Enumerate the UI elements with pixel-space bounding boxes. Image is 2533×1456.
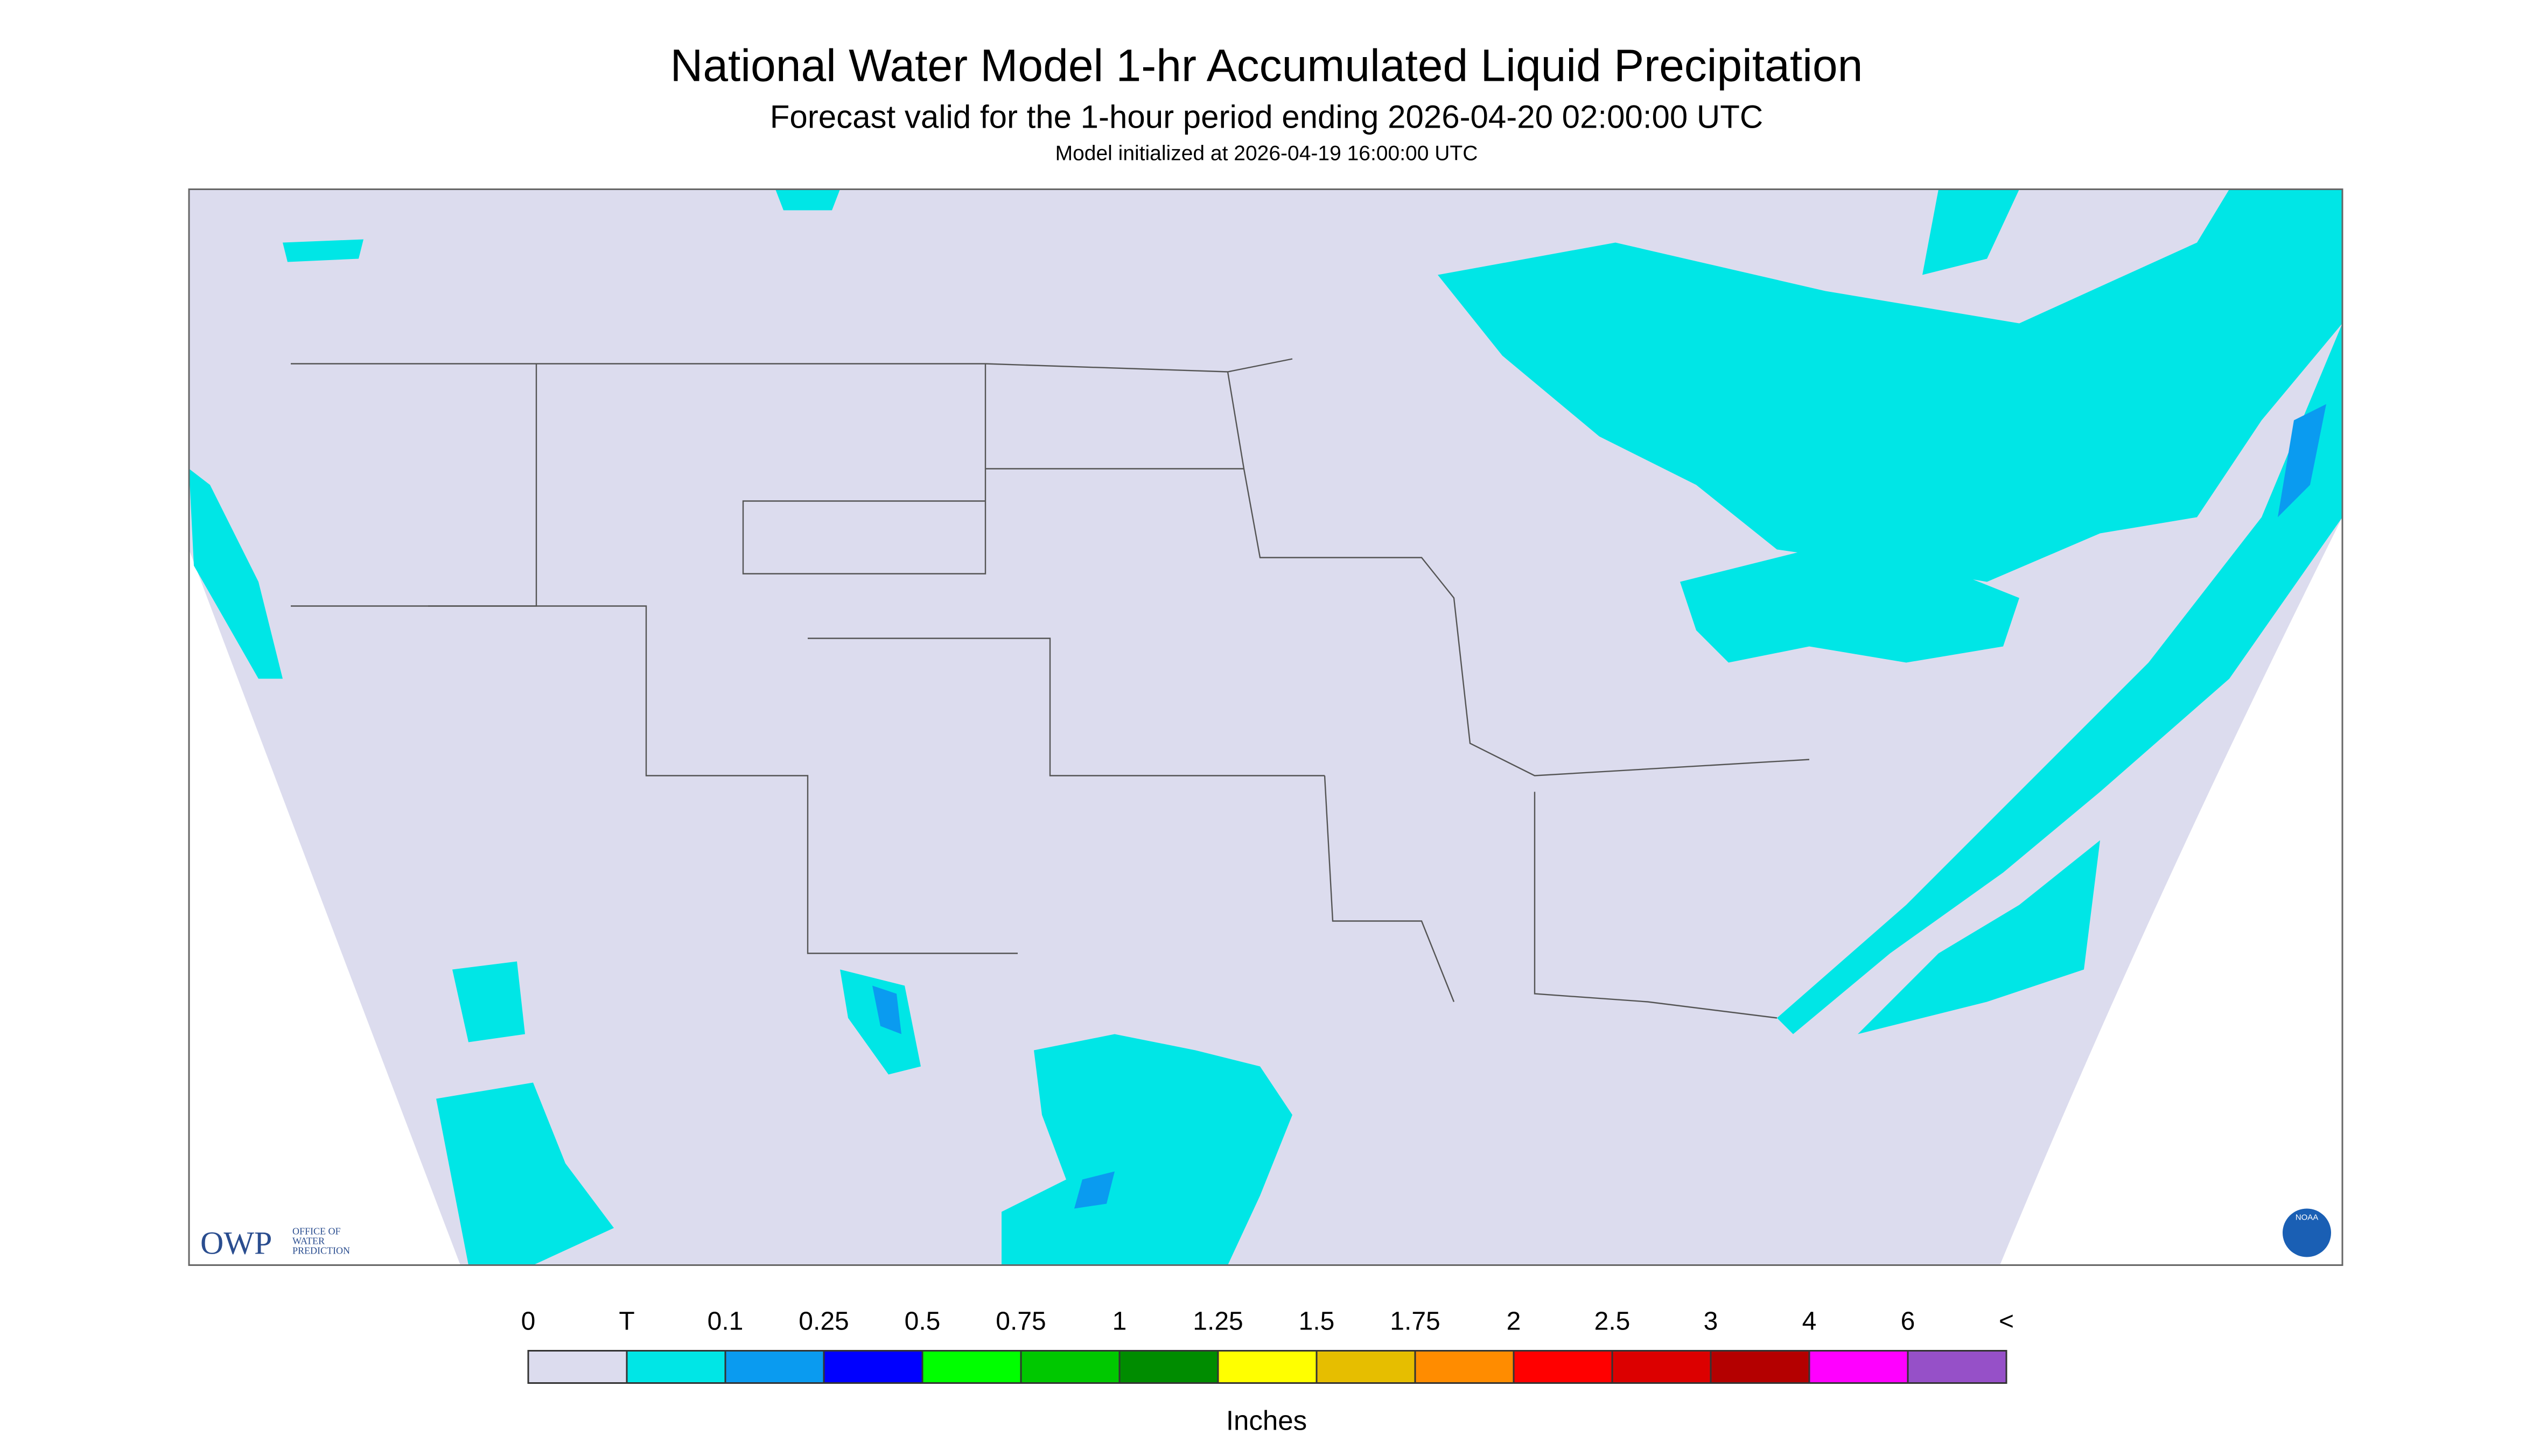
legend-label: 0.5 [905,1307,941,1336]
legend-swatch [1710,1350,1810,1384]
projection-edge [189,549,460,1265]
init-time: Model initialized at 2026-04-19 16:00:00… [1055,142,1478,165]
title: National Water Model 1-hr Accumulated Li… [670,40,1863,91]
legend-swatch [1217,1350,1318,1384]
owp-logo-line: WATER [292,1236,325,1247]
legend-label: 1 [1112,1307,1127,1336]
legend-swatch [1316,1350,1416,1384]
projection-edge [2000,517,2342,1265]
legend-label: 2.5 [1594,1307,1631,1336]
legend-swatch [1907,1350,2007,1384]
legend-label: 2 [1507,1307,1521,1336]
noaa-label: NOAA [2296,1213,2319,1222]
legend-swatch [626,1350,726,1384]
legend-swatch [724,1350,825,1384]
noaa-logo [2283,1208,2331,1257]
legend-swatch [1414,1350,1515,1384]
owp-logo-line: PREDICTION [292,1245,350,1256]
legend-label: 0.75 [996,1307,1046,1336]
legend-label: 6 [1901,1307,1915,1336]
legend: 0 T 0.1 0.25 0.5 0.75 1 1.25 1.5 1.75 2 2.5 3 4 6 < [521,1307,2014,1384]
owp-logo: OWP [200,1226,272,1261]
legend-swatch [1808,1350,1909,1384]
precip-areas [189,189,2342,1265]
legend-label: 4 [1802,1307,1817,1336]
legend-label: 0.1 [708,1307,744,1336]
legend-swatch [1118,1350,1219,1384]
legend-label: < [1999,1307,2014,1336]
legend-label: T [619,1307,634,1336]
legend-swatch [1020,1350,1121,1384]
legend-swatch [1513,1350,1613,1384]
legend-label: 1.25 [1193,1307,1243,1336]
legend-label: 0.25 [799,1307,849,1336]
legend-swatch [921,1350,1022,1384]
legend-label: 1.75 [1390,1307,1440,1336]
map-frame [188,188,2343,1266]
legend-label: 0 [521,1307,536,1336]
legend-unit: Inches [1226,1405,1307,1436]
precip-heavier [872,404,2326,1209]
legend-swatch [1611,1350,1712,1384]
owp-logo-line: OFFICE OF [292,1226,341,1237]
subtitle: Forecast valid for the 1-hour period end… [770,99,1763,135]
legend-label: 1.5 [1299,1307,1335,1336]
legend-swatch [527,1350,628,1384]
legend-label: 3 [1704,1307,1718,1336]
legend-swatch [823,1350,923,1384]
